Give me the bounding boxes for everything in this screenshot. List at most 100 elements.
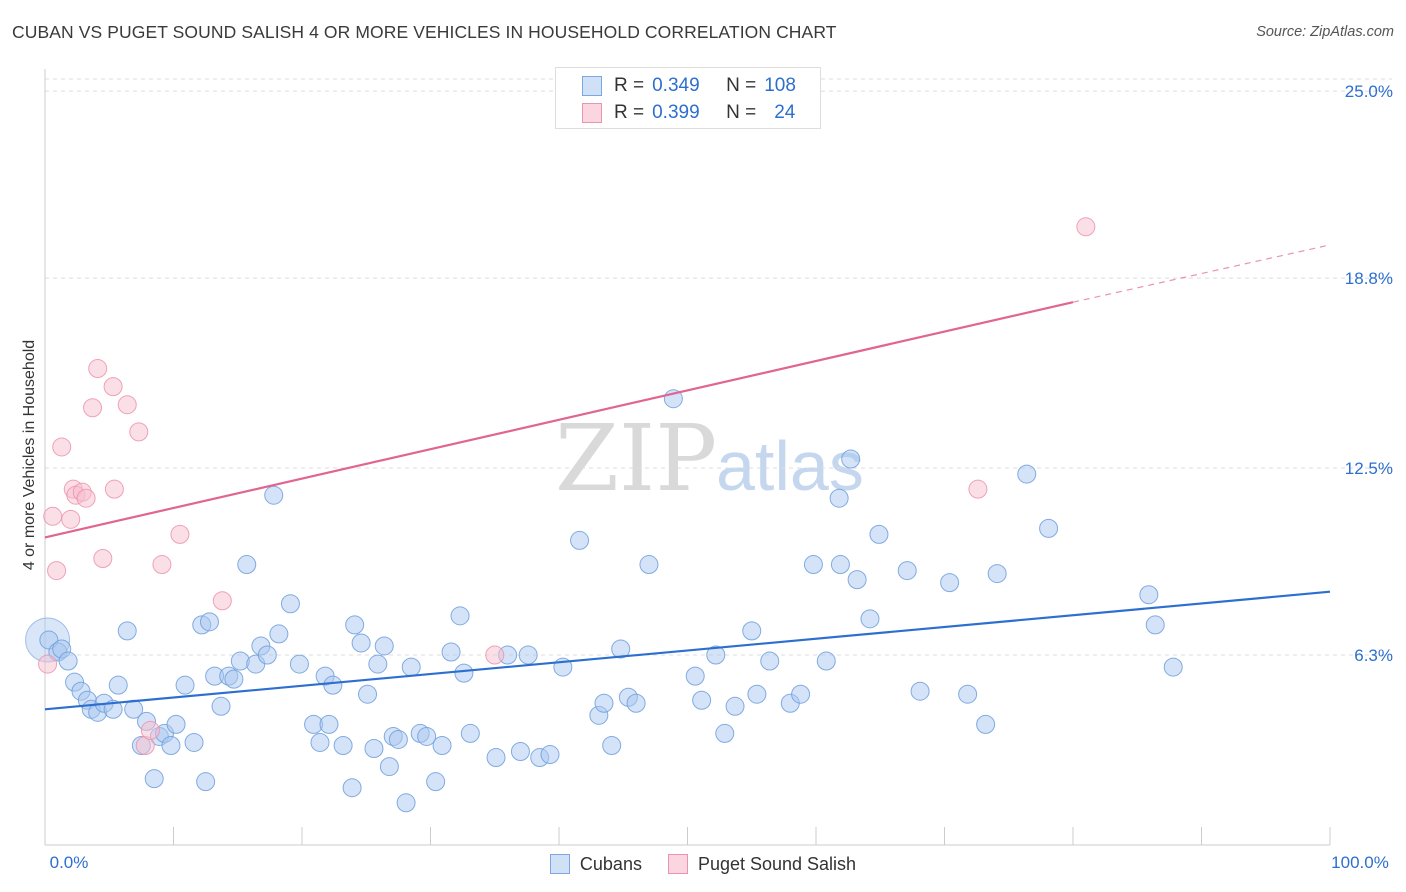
- series-legend: Cubans Puget Sound Salish: [0, 852, 1406, 876]
- point-cubans: [333, 735, 353, 755]
- point-cubans: [976, 714, 996, 734]
- point-cubans: [540, 745, 560, 765]
- point-cubans: [184, 732, 204, 752]
- point-cubans: [196, 772, 216, 792]
- point-cubans: [144, 769, 164, 789]
- point-cubans: [715, 723, 735, 743]
- point-cubans: [230, 651, 250, 671]
- point-puget: [47, 561, 67, 581]
- legend-r-value: 0.349: [652, 75, 700, 96]
- point-puget: [61, 509, 81, 529]
- point-cubans: [161, 735, 181, 755]
- point-cubans: [117, 621, 137, 641]
- legend-n-label: N =: [726, 75, 757, 96]
- point-cubans: [319, 714, 339, 734]
- legend-swatch-puget: [582, 103, 602, 123]
- x-tick-label: 100.0%: [1331, 853, 1389, 872]
- y-tick-label: 18.8%: [1345, 269, 1393, 288]
- point-cubans: [310, 732, 330, 752]
- series-legend-puget[interactable]: Puget Sound Salish: [667, 853, 857, 875]
- point-puget: [152, 555, 172, 575]
- legend-n-label: N =: [726, 102, 757, 123]
- series-legend-label: Puget Sound Salish: [697, 853, 857, 874]
- point-cubans: [450, 606, 470, 626]
- stats-legend: R = 0.349 N = 108 R = 0.399 N = 24: [555, 67, 821, 129]
- point-cubans: [639, 555, 659, 575]
- point-cubans: [841, 449, 861, 469]
- point-cubans: [379, 757, 399, 777]
- point-puget: [76, 488, 96, 508]
- point-cubans: [611, 639, 631, 659]
- point-cubans: [269, 624, 289, 644]
- point-cubans: [897, 561, 917, 581]
- point-puget: [52, 437, 72, 457]
- point-cubans: [803, 555, 823, 575]
- chart-title: CUBAN VS PUGET SOUND SALISH 4 OR MORE VE…: [12, 22, 837, 42]
- point-cubans: [869, 524, 889, 544]
- point-puget: [1076, 217, 1096, 237]
- point-cubans: [342, 778, 362, 798]
- point-cubans: [940, 573, 960, 593]
- point-cubans: [910, 681, 930, 701]
- point-cubans: [1139, 585, 1159, 605]
- point-cubans: [626, 693, 646, 713]
- series-legend-label: Cubans: [579, 853, 642, 874]
- point-cubans: [432, 735, 452, 755]
- point-cubans: [175, 675, 195, 695]
- point-cubans: [103, 699, 123, 719]
- trend-line-cubans: [44, 590, 1331, 711]
- legend-row-puget: R = 0.399 N = 24: [582, 101, 795, 125]
- point-cubans: [374, 636, 394, 656]
- point-cubans: [829, 488, 849, 508]
- point-cubans: [351, 633, 371, 653]
- point-cubans: [108, 675, 128, 695]
- legend-r-label: R =: [614, 102, 645, 123]
- point-cubans: [987, 564, 1007, 584]
- point-cubans: [602, 735, 622, 755]
- chart-source: Source: ZipAtlas.com: [1256, 24, 1394, 40]
- point-cubans: [396, 793, 416, 813]
- point-puget: [129, 422, 149, 442]
- legend-row-cubans: R = 0.349 N = 108: [582, 74, 796, 98]
- point-cubans: [237, 555, 257, 575]
- point-cubans: [280, 594, 300, 614]
- point-cubans: [401, 657, 421, 677]
- x-tick-label: 0.0%: [50, 853, 89, 872]
- point-cubans: [426, 772, 446, 792]
- point-puget: [104, 479, 124, 499]
- point-cubans: [594, 693, 614, 713]
- point-cubans: [211, 696, 231, 716]
- point-cubans: [760, 651, 780, 671]
- point-cubans: [791, 684, 811, 704]
- point-puget: [103, 377, 123, 397]
- legend-n-value: 108: [764, 75, 796, 96]
- series-swatch-puget: [667, 854, 688, 874]
- point-cubans: [166, 714, 186, 734]
- y-tick-label: 25.0%: [1345, 82, 1393, 101]
- series-legend-cubans[interactable]: Cubans: [549, 853, 642, 875]
- point-cubans: [742, 621, 762, 641]
- point-cubans: [58, 651, 78, 671]
- point-cubans: [323, 675, 343, 695]
- point-cubans: [706, 645, 726, 665]
- trend-line-puget-extension: [1072, 244, 1331, 303]
- y-tick-label: 12.5%: [1345, 459, 1393, 478]
- point-puget: [170, 524, 190, 544]
- point-cubans: [1163, 657, 1183, 677]
- point-cubans: [747, 684, 767, 704]
- point-cubans: [199, 612, 219, 632]
- legend-swatch-cubans: [582, 76, 602, 96]
- point-cubans: [685, 666, 705, 686]
- point-cubans: [860, 609, 880, 629]
- series-swatch-cubans: [549, 854, 570, 874]
- point-cubans: [454, 663, 474, 683]
- point-cubans: [289, 654, 309, 674]
- point-cubans: [1145, 615, 1165, 635]
- point-puget: [43, 506, 63, 526]
- point-cubans: [692, 690, 712, 710]
- point-cubans: [368, 654, 388, 674]
- point-cubans: [264, 485, 284, 505]
- point-cubans: [460, 723, 480, 743]
- trend-line-puget: [44, 301, 1074, 539]
